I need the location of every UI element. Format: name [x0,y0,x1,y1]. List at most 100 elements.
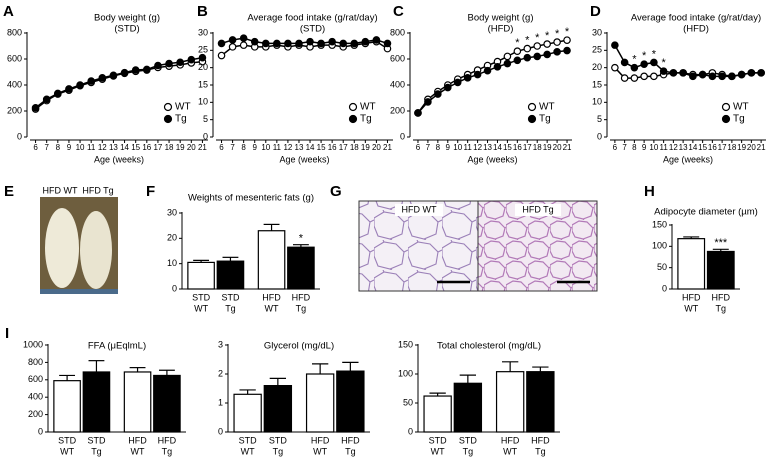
legend-marker [348,114,358,124]
x-tick-label: 7 [230,143,235,152]
data-point [228,36,237,44]
legend-label: Tg [539,114,551,125]
panel-letter: H [644,183,655,200]
photo-panel: E HFD WT HFD Tg [4,183,118,294]
bar [453,382,483,433]
y-tick-label: 800 [390,27,405,37]
data-point [650,72,658,81]
chart-title: FFA (μEqlmL) [88,341,146,352]
x-tick-label: HFD [292,292,311,302]
data-point [198,53,207,62]
panel-letter: C [393,3,404,20]
x-tick-label: 18 [533,143,542,152]
x-tick-label: 10 [261,143,270,152]
data-point [523,44,532,53]
histology-label: HFD WT [402,204,437,214]
data-point [533,42,542,50]
panel-letter: B [197,3,208,20]
y-tick-label: 3 [218,339,223,349]
legend-marker [348,102,358,112]
data-point [414,109,422,117]
y-tick-label: 100 [398,368,413,378]
series-line [614,44,762,78]
x-tick-label: 13 [109,143,118,152]
y-tick-label: 200 [390,105,405,115]
data-point [239,34,248,43]
x-tick-label: 21 [198,143,207,152]
y-tick-label: 800 [7,27,22,37]
x-tick-label: 12 [669,143,678,152]
x-tick-label: 7 [622,143,627,152]
data-point [669,69,678,77]
x-tick-label: 14 [306,143,315,152]
y-tick-label: 0 [203,131,208,141]
x-tick-label: WT [431,446,445,456]
x-tick-label: WT [131,446,145,456]
y-tick-label: 15 [198,79,208,89]
x-tick-label: Tg [91,446,102,456]
data-point [42,95,51,104]
data-point [611,63,619,72]
x-tick-label: Tg [296,303,307,313]
significance-mark: * [545,30,550,42]
y-tick-label: 0 [218,426,223,436]
data-point [463,74,472,82]
chart-subtitle: (HFD) [488,24,514,35]
x-tick-label: 15 [503,143,512,152]
series-line [35,56,203,109]
x-tick-label: 12 [98,143,107,152]
x-axis-label: Age (weeks) [467,154,517,164]
data-point [187,55,196,64]
x-tick-label: 6 [219,143,224,152]
data-point [154,61,162,70]
data-point [424,98,432,106]
y-tick-label: 200 [7,105,22,115]
x-tick-label: 14 [120,143,129,152]
x-tick-label: 15 [131,143,140,152]
data-point [120,68,129,77]
data-point [620,74,629,82]
y-tick-label: 200 [28,409,43,419]
data-point [434,90,442,98]
chart-panel: C Body weight (g)(HFD) 0 200 400 600 800 6 7 8 9 10… [390,3,572,164]
y-tick-label: 150 [398,339,413,349]
panel-letter: E [4,183,14,200]
data-point [131,66,140,74]
data-point [718,72,726,81]
legend-label: Tg [360,114,372,125]
x-tick-label: 6 [416,143,421,152]
data-point [620,58,629,67]
x-tick-label: WT [194,303,208,313]
x-tick-label: 18 [165,143,174,152]
y-tick-label: 25 [592,45,602,55]
x-tick-label: Tg [535,446,546,456]
x-tick-label: 11 [87,143,96,152]
x-tick-label: 16 [513,143,522,152]
data-point [640,72,648,81]
data-point [650,58,658,67]
y-tick-label: 0 [662,283,667,293]
data-point [611,41,619,49]
bar [263,385,293,433]
bar [123,371,152,433]
significance-mark: * [525,35,530,47]
data-point [76,81,84,89]
x-tick-label: 16 [142,143,151,152]
bar [287,246,315,290]
chart-panel: Total cholesterol (mg/dL)050100150STDWTS… [398,339,560,456]
legend-marker [527,114,537,124]
x-tick-label: HFD [531,435,550,445]
x-tick-label: 11 [659,143,668,152]
legend-label: WT [175,102,191,113]
x-tick-label: HFD [501,435,520,445]
data-point [31,103,40,112]
significance-mark: * [299,233,304,245]
x-tick-label: 8 [56,143,61,152]
data-point [273,39,281,48]
data-point [165,59,173,68]
x-tick-label: WT [503,446,517,456]
significance-mark: * [535,32,540,44]
legend-marker [721,102,731,112]
